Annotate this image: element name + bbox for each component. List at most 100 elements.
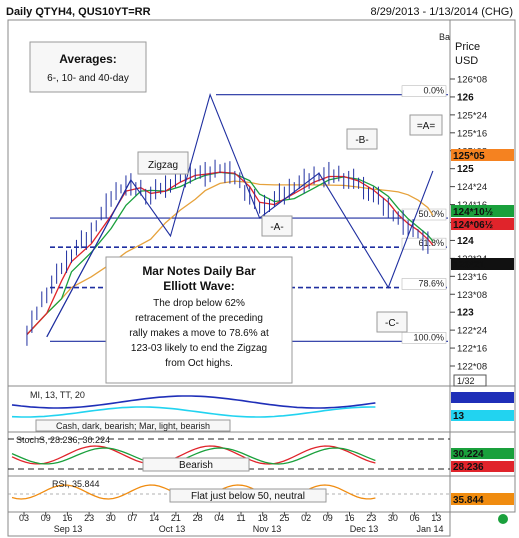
x-tick-label: 06 <box>410 513 420 523</box>
rsi-note-box <box>169 488 327 503</box>
price-axis-frame <box>449 19 516 387</box>
price-axis-title: Price <box>455 41 480 53</box>
rsi-label: RSI, 35.844 <box>52 479 100 489</box>
averages-body: 6-, 10- and 40-day <box>47 73 129 84</box>
stoch-k-tag <box>451 461 514 472</box>
price-tick-label: 125*16 <box>457 128 487 139</box>
x-tick-label: 02 <box>301 513 311 523</box>
x-tick-label: 16 <box>344 513 354 523</box>
fib-label: 50.0% <box>418 209 444 219</box>
x-month-label: Nov 13 <box>253 524 282 534</box>
x-tick-label: 14 <box>149 513 159 523</box>
averages-box <box>29 41 147 93</box>
wave-a-box <box>261 215 293 237</box>
dmi-dark-line <box>11 395 376 409</box>
price-tag <box>451 258 514 270</box>
zigzag-label-box <box>137 151 189 175</box>
x-month-label: Dec 13 <box>350 524 379 534</box>
x-month-label: Jan 14 <box>416 524 443 534</box>
fib-label: 0.0% <box>423 86 444 96</box>
dmi-note: Cash, dark, bearish; Mar, light, bearish <box>56 421 210 431</box>
zigzag-label: Zigzag <box>148 160 178 171</box>
price-axis: 126*08126125*24125*16125*08125124*24124*… <box>450 75 514 373</box>
elliott-wave-lines <box>46 92 434 338</box>
price-tick-label: 122*08 <box>457 362 487 373</box>
x-tick-label: 09 <box>41 513 51 523</box>
x-month-label: Oct 13 <box>159 524 186 534</box>
note-line-1: The drop below 62% <box>153 298 245 309</box>
dmi-light-line <box>11 406 376 418</box>
stoch-note: Bearish <box>179 460 213 471</box>
fib-label: 78.6% <box>418 279 444 289</box>
price-tag <box>451 205 514 217</box>
price-axis-unit: USD <box>455 55 478 67</box>
stoch-d-value: 30.224 <box>453 449 484 460</box>
wave-b-label: -B- <box>355 135 368 146</box>
rsi-note: Flat just below 50, neutral <box>191 491 305 502</box>
price-tag <box>451 218 514 230</box>
x-tick-label: 23 <box>84 513 94 523</box>
chart-symbol: Daily QTYH4, QUS10YT=RR <box>6 6 151 18</box>
x-tick-label: 18 <box>258 513 268 523</box>
stoch-note-box <box>142 457 250 472</box>
fib-label-box <box>401 237 447 250</box>
price-tag-label: 123*21 <box>453 260 485 271</box>
wave-a-label: -A- <box>270 222 283 233</box>
price-tag-label: 125*05 <box>453 151 485 162</box>
x-tick-label: 21 <box>171 513 181 523</box>
fib-label: 100.0% <box>413 332 444 342</box>
dmi-dark-tag <box>451 392 514 403</box>
ma10-line <box>26 171 434 336</box>
note-line-4: 123-03 likely to end the Zigzag <box>131 343 267 354</box>
dmi-value: 13 <box>453 411 465 422</box>
fib-label-box <box>401 208 447 221</box>
fib-label-box <box>401 332 447 344</box>
x-tick-label: 13 <box>431 513 441 523</box>
stoch-k-value: 28.236 <box>453 462 484 473</box>
time-axis: 03 09 16 23 30 07 14 21 28 04 11 18 25 02 09 16 23 30 06 13… <box>19 512 444 534</box>
fib-label-box <box>401 85 447 97</box>
scale-box-label: 1/32 <box>457 376 475 386</box>
x-tick-label: 09 <box>323 513 333 523</box>
price-tick-label: 123*16 <box>457 272 487 283</box>
elliott-note-box <box>105 256 293 384</box>
price-tick-label: 122*24 <box>457 326 487 337</box>
stoch-label: StochS, 28.236, 30.224 <box>16 435 110 445</box>
stoch-k-line <box>11 445 376 465</box>
x-tick-label: 23 <box>366 513 376 523</box>
scale-box <box>453 374 487 387</box>
price-tag-label: 124*10½ <box>453 207 493 218</box>
x-tick-label: 30 <box>106 513 116 523</box>
stoch-d-tag <box>451 448 514 459</box>
status-dot-icon <box>498 514 508 524</box>
x-tick-label: 16 <box>62 513 72 523</box>
rsi-tag <box>451 493 514 505</box>
wave-b-box <box>346 128 378 150</box>
note-line-5: from Oct highs. <box>165 358 233 369</box>
wave-line <box>46 179 132 338</box>
x-axis-frame <box>7 511 451 537</box>
x-month-label: Sep 13 <box>54 524 83 534</box>
note-line-2: retracement of the preceding <box>135 313 263 324</box>
x-tick-label: 11 <box>236 513 245 523</box>
stoch-d-line <box>11 447 376 465</box>
averages-title: Averages: <box>59 52 117 66</box>
price-tick-label: 124 <box>457 236 474 247</box>
price-tick-label: 125 <box>457 164 474 175</box>
price-tick-label: 123 <box>457 308 474 319</box>
price-tick-label: 122*16 <box>457 344 487 355</box>
wave-end-label: =A= <box>417 121 436 132</box>
note-title-2: Elliott Wave: <box>163 279 235 293</box>
price-tick-label: 125*24 <box>457 110 487 121</box>
x-tick-label: 07 <box>127 513 137 523</box>
x-tick-label: 30 <box>388 513 398 523</box>
wave-c-label: -C- <box>385 318 399 329</box>
price-tick-label: 126 <box>457 92 474 103</box>
price-tag <box>451 149 514 161</box>
rsi-value: 35.844 <box>453 495 484 506</box>
price-tag-label: 124*06½ <box>453 220 493 231</box>
note-title-1: Mar Notes Daily Bar <box>142 264 256 278</box>
ma6-line <box>26 171 434 336</box>
x-tick-label: 28 <box>193 513 203 523</box>
